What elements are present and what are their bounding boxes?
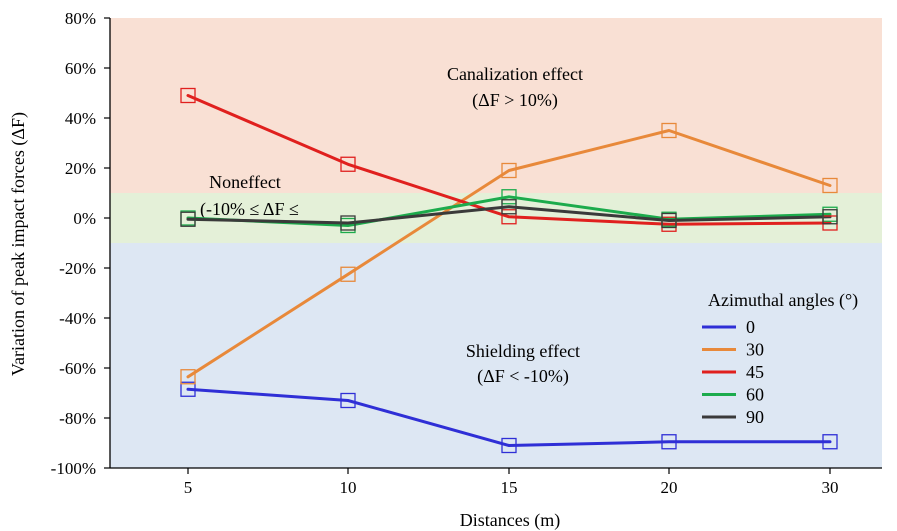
marker-90-15 bbox=[501, 199, 517, 215]
marker-0-15 bbox=[501, 437, 517, 454]
marker-30-15 bbox=[501, 162, 517, 179]
legend-entry-90: 90 bbox=[746, 407, 764, 427]
legend-entry-60: 60 bbox=[746, 385, 764, 405]
marker-30-30 bbox=[822, 177, 838, 194]
region-label-shielding: Shielding effect bbox=[466, 341, 580, 361]
x-tick-label: 15 bbox=[501, 478, 518, 497]
region-canalization bbox=[110, 18, 882, 193]
y-tick-label: -60% bbox=[59, 359, 96, 378]
y-tick-label: 60% bbox=[65, 59, 96, 78]
x-axis-label: Distances (m) bbox=[460, 510, 560, 531]
legend-entry-45: 45 bbox=[746, 362, 764, 382]
region-label-noneffect: Noneffect bbox=[209, 172, 281, 192]
series-line-30 bbox=[186, 129, 832, 379]
x-tick-label: 30 bbox=[822, 478, 839, 497]
y-tick-label: -100% bbox=[51, 459, 96, 478]
marker-0-5 bbox=[180, 381, 196, 397]
series-line-90 bbox=[186, 205, 832, 225]
region-label-canalization: Canalization effect bbox=[447, 64, 583, 84]
marker-0-20 bbox=[661, 434, 677, 450]
region-sublabel-shielding: (ΔF < -10%) bbox=[477, 366, 569, 387]
axes bbox=[109, 18, 882, 469]
marker-90-20 bbox=[661, 212, 677, 229]
series-line-45 bbox=[186, 94, 832, 226]
series-lines bbox=[186, 94, 832, 447]
x-axis-ticks: 5 10 15 20 30 bbox=[184, 468, 839, 497]
region-shielding bbox=[110, 243, 882, 468]
y-tick-label: 0% bbox=[73, 209, 96, 228]
region-sublabel-canalization: (ΔF > 10%) bbox=[472, 90, 558, 111]
marker-30-20 bbox=[661, 122, 677, 139]
marker-45-10 bbox=[340, 156, 356, 172]
y-axis-label: Variation of peak impact forces (ΔF) bbox=[8, 112, 29, 376]
x-tick-label: 20 bbox=[661, 478, 678, 497]
marker-0-10 bbox=[340, 392, 356, 409]
marker-45-5 bbox=[180, 87, 196, 104]
legend-entry-0: 0 bbox=[746, 317, 755, 337]
region-annotations: Canalization effect (ΔF > 10%) Noneffect (-… bbox=[200, 64, 583, 387]
region-sublabel-noneffect: (-10% ≤ ΔF ≤ bbox=[200, 199, 299, 220]
y-tick-label: 80% bbox=[65, 9, 96, 28]
y-tick-label: -20% bbox=[59, 259, 96, 278]
x-tick-label: 5 bbox=[184, 478, 193, 497]
marker-0-30 bbox=[822, 434, 838, 450]
marker-30-10 bbox=[340, 266, 356, 282]
y-tick-label: 20% bbox=[65, 159, 96, 178]
series-line-0 bbox=[186, 387, 832, 447]
marker-30-5 bbox=[180, 369, 196, 385]
marker-90-30 bbox=[822, 209, 838, 225]
marker-45-15 bbox=[501, 209, 517, 225]
legend-title: Azimuthal angles (°) bbox=[708, 290, 858, 311]
legend-entry-30: 30 bbox=[746, 340, 764, 360]
y-tick-label: -80% bbox=[59, 409, 96, 428]
series-markers bbox=[180, 87, 838, 454]
marker-90-10 bbox=[340, 215, 356, 231]
effect-regions bbox=[110, 18, 882, 468]
y-tick-label: 40% bbox=[65, 109, 96, 128]
marker-60-15 bbox=[501, 189, 517, 205]
y-axis-ticks: -100% -80% -60% -40% -20% 0% 20% 40% 60% 80% bbox=[51, 9, 110, 478]
x-tick-label: 10 bbox=[340, 478, 357, 497]
y-tick-label: -40% bbox=[59, 309, 96, 328]
marker-90-5 bbox=[180, 211, 196, 227]
